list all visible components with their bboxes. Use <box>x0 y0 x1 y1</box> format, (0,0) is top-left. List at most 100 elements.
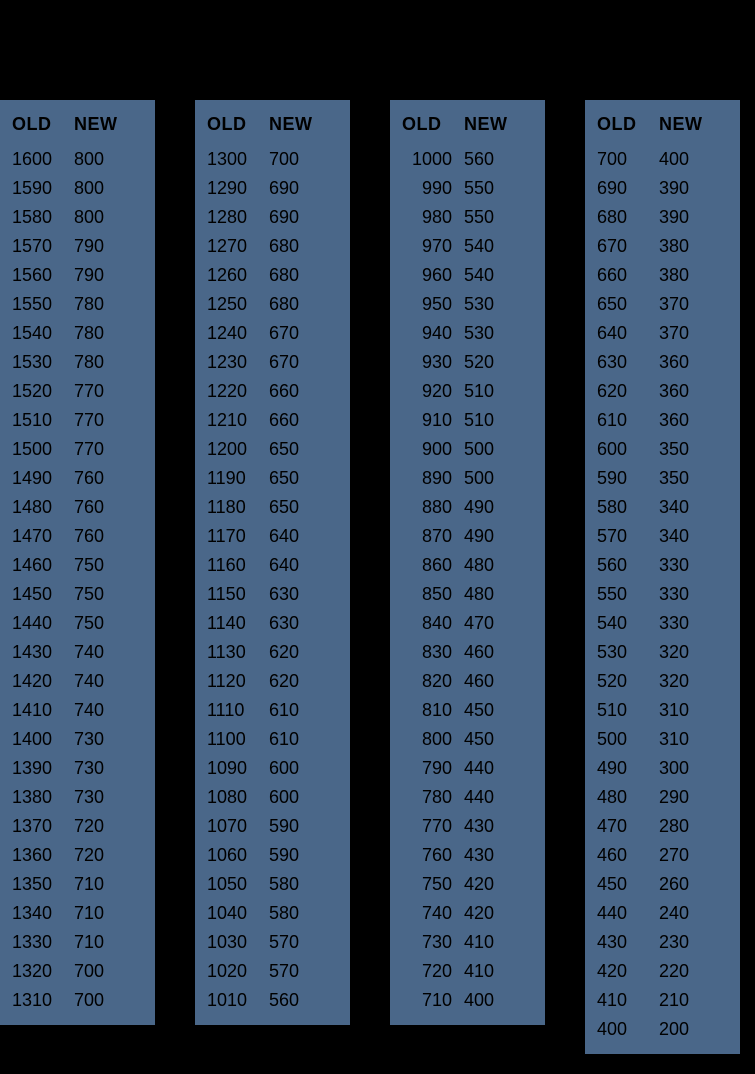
column-4: OLD NEW 70040069039068039067038066038065… <box>585 100 740 1054</box>
new-value: 330 <box>659 609 689 638</box>
table-row: 680390 <box>585 203 740 232</box>
new-value: 260 <box>659 870 689 899</box>
old-value: 1550 <box>12 290 74 319</box>
new-value: 800 <box>74 203 104 232</box>
old-value: 490 <box>597 754 659 783</box>
new-value: 450 <box>464 696 494 725</box>
table-row: 840470 <box>390 609 545 638</box>
table-row: 1290690 <box>195 174 350 203</box>
old-value: 1570 <box>12 232 74 261</box>
new-value: 420 <box>464 899 494 928</box>
table-row: 1160640 <box>195 551 350 580</box>
new-value: 500 <box>464 435 494 464</box>
old-value: 1290 <box>207 174 269 203</box>
new-value: 740 <box>74 667 104 696</box>
new-value: 650 <box>269 464 299 493</box>
new-value: 420 <box>464 870 494 899</box>
table-row: 910510 <box>390 406 545 435</box>
old-value: 1370 <box>12 812 74 841</box>
new-value: 460 <box>464 667 494 696</box>
old-value: 780 <box>402 783 464 812</box>
table-row: 740420 <box>390 899 545 928</box>
new-value: 320 <box>659 638 689 667</box>
table-row: 1310700 <box>0 986 155 1015</box>
old-value: 810 <box>402 696 464 725</box>
old-value: 1170 <box>207 522 269 551</box>
new-value: 510 <box>464 406 494 435</box>
old-value: 840 <box>402 609 464 638</box>
new-value: 230 <box>659 928 689 957</box>
new-value: 680 <box>269 261 299 290</box>
conversion-table-container: OLD NEW 16008001590800158080015707901560… <box>0 0 755 1054</box>
old-value: 1460 <box>12 551 74 580</box>
new-value: 380 <box>659 232 689 261</box>
new-value: 240 <box>659 899 689 928</box>
table-row: 660380 <box>585 261 740 290</box>
old-value: 1160 <box>207 551 269 580</box>
new-value: 330 <box>659 551 689 580</box>
old-value: 1360 <box>12 841 74 870</box>
new-value: 360 <box>659 377 689 406</box>
old-value: 1490 <box>12 464 74 493</box>
new-value: 550 <box>464 174 494 203</box>
table-row: 440240 <box>585 899 740 928</box>
new-value: 310 <box>659 725 689 754</box>
table-row: 1550780 <box>0 290 155 319</box>
old-value: 500 <box>597 725 659 754</box>
column-header: OLD NEW <box>585 110 740 145</box>
table-row: 410210 <box>585 986 740 1015</box>
new-value: 750 <box>74 609 104 638</box>
new-value: 340 <box>659 522 689 551</box>
table-row: 730410 <box>390 928 545 957</box>
table-row: 580340 <box>585 493 740 522</box>
old-value: 1340 <box>12 899 74 928</box>
new-value: 620 <box>269 638 299 667</box>
new-value: 600 <box>269 783 299 812</box>
table-row: 400200 <box>585 1015 740 1044</box>
new-value: 760 <box>74 493 104 522</box>
new-value: 390 <box>659 203 689 232</box>
table-row: 1210660 <box>195 406 350 435</box>
old-value: 1560 <box>12 261 74 290</box>
table-row: 1430740 <box>0 638 155 667</box>
new-value: 430 <box>464 841 494 870</box>
new-value: 440 <box>464 783 494 812</box>
new-value: 790 <box>74 261 104 290</box>
new-value: 650 <box>269 435 299 464</box>
old-value: 660 <box>597 261 659 290</box>
old-value: 1020 <box>207 957 269 986</box>
new-value: 650 <box>269 493 299 522</box>
old-value: 1120 <box>207 667 269 696</box>
old-value: 650 <box>597 290 659 319</box>
column-rows: 7004006903906803906703806603806503706403… <box>585 145 740 1044</box>
new-value: 750 <box>74 580 104 609</box>
old-value: 1520 <box>12 377 74 406</box>
old-value: 1060 <box>207 841 269 870</box>
old-value: 1190 <box>207 464 269 493</box>
table-row: 980550 <box>390 203 545 232</box>
old-value: 740 <box>402 899 464 928</box>
old-value: 720 <box>402 957 464 986</box>
new-value: 520 <box>464 348 494 377</box>
old-value: 1210 <box>207 406 269 435</box>
new-value: 610 <box>269 696 299 725</box>
column-3: OLD NEW 10005609905509805509705409605409… <box>390 100 545 1025</box>
new-value: 700 <box>74 957 104 986</box>
old-value: 1110 <box>207 696 269 725</box>
old-value: 860 <box>402 551 464 580</box>
new-value: 200 <box>659 1015 689 1044</box>
new-value: 710 <box>74 928 104 957</box>
old-value: 930 <box>402 348 464 377</box>
old-value: 510 <box>597 696 659 725</box>
old-value: 440 <box>597 899 659 928</box>
old-value: 970 <box>402 232 464 261</box>
old-value: 460 <box>597 841 659 870</box>
table-row: 1240670 <box>195 319 350 348</box>
old-value: 630 <box>597 348 659 377</box>
old-value: 1540 <box>12 319 74 348</box>
old-value: 1440 <box>12 609 74 638</box>
table-row: 1100610 <box>195 725 350 754</box>
old-value: 880 <box>402 493 464 522</box>
table-row: 590350 <box>585 464 740 493</box>
table-row: 1220660 <box>195 377 350 406</box>
